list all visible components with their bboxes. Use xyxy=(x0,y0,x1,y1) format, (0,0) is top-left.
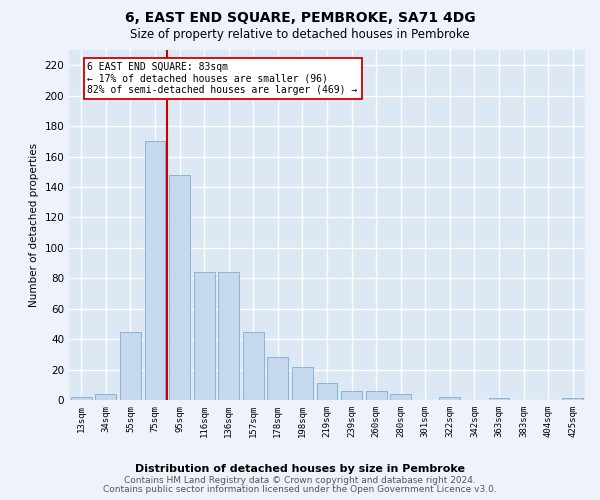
Text: Distribution of detached houses by size in Pembroke: Distribution of detached houses by size … xyxy=(135,464,465,473)
Bar xyxy=(341,391,362,400)
Bar xyxy=(145,142,166,400)
Text: Contains public sector information licensed under the Open Government Licence v3: Contains public sector information licen… xyxy=(103,485,497,494)
Bar xyxy=(268,358,289,400)
Bar xyxy=(243,332,264,400)
Bar xyxy=(218,272,239,400)
Bar xyxy=(292,366,313,400)
Text: Contains HM Land Registry data © Crown copyright and database right 2024.: Contains HM Land Registry data © Crown c… xyxy=(124,476,476,485)
Bar xyxy=(317,384,337,400)
Y-axis label: Number of detached properties: Number of detached properties xyxy=(29,143,39,307)
Bar xyxy=(194,272,215,400)
Bar xyxy=(439,397,460,400)
Text: 6, EAST END SQUARE, PEMBROKE, SA71 4DG: 6, EAST END SQUARE, PEMBROKE, SA71 4DG xyxy=(125,11,475,25)
Bar xyxy=(169,175,190,400)
Bar xyxy=(95,394,116,400)
Text: 6 EAST END SQUARE: 83sqm
← 17% of detached houses are smaller (96)
82% of semi-d: 6 EAST END SQUARE: 83sqm ← 17% of detach… xyxy=(88,62,358,96)
Bar xyxy=(120,332,141,400)
Bar xyxy=(71,397,92,400)
Text: Size of property relative to detached houses in Pembroke: Size of property relative to detached ho… xyxy=(130,28,470,41)
Bar xyxy=(488,398,509,400)
Bar xyxy=(390,394,411,400)
Bar xyxy=(365,391,386,400)
Bar xyxy=(562,398,583,400)
